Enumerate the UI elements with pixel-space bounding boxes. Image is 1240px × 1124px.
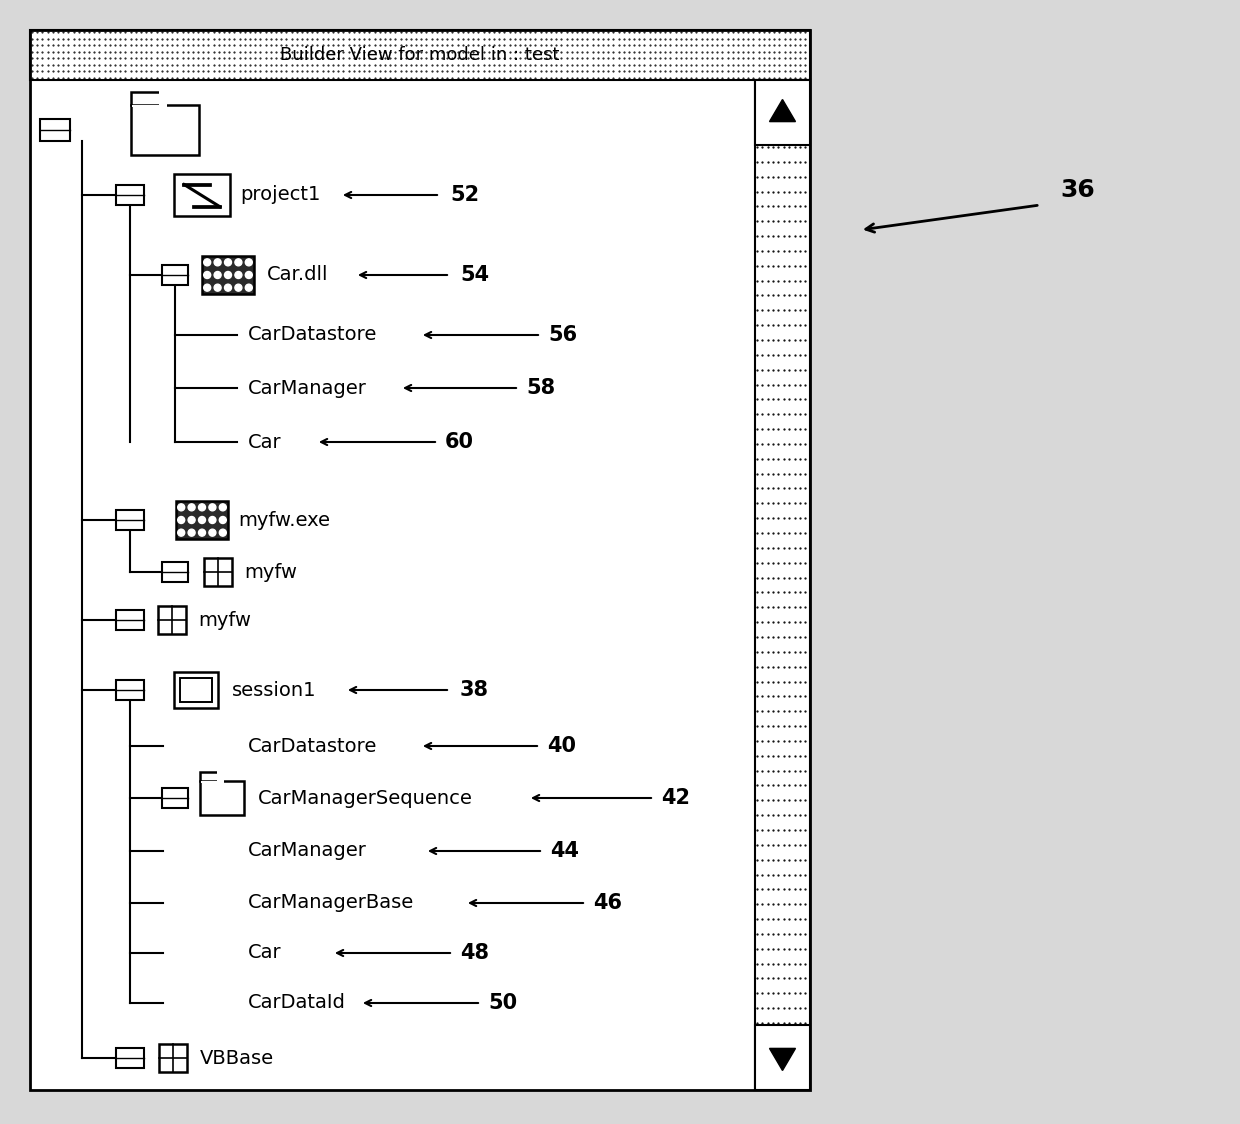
Circle shape: [188, 529, 195, 536]
Text: 54: 54: [460, 265, 489, 285]
Bar: [30, 30, 810, 1090]
Bar: [217, 771, 223, 783]
Bar: [755, 80, 810, 1090]
Bar: [159, 91, 166, 107]
Text: 44: 44: [551, 841, 579, 861]
Text: CarDataId: CarDataId: [248, 994, 346, 1013]
Circle shape: [203, 284, 211, 291]
Circle shape: [198, 517, 206, 524]
Circle shape: [224, 259, 232, 266]
Text: Car: Car: [248, 943, 281, 962]
Text: 58: 58: [526, 378, 556, 398]
Bar: [30, 30, 810, 80]
Bar: [117, 185, 144, 205]
Circle shape: [177, 517, 185, 524]
Circle shape: [246, 284, 252, 291]
Circle shape: [203, 259, 211, 266]
Circle shape: [208, 517, 216, 524]
Bar: [201, 781, 217, 783]
Bar: [200, 781, 244, 815]
Circle shape: [177, 529, 185, 536]
Circle shape: [234, 259, 242, 266]
Circle shape: [215, 284, 221, 291]
Polygon shape: [770, 100, 796, 121]
Text: VBBase: VBBase: [200, 1049, 274, 1068]
Circle shape: [198, 529, 206, 536]
Text: 48: 48: [460, 943, 489, 963]
Text: myfw: myfw: [198, 610, 250, 629]
Text: CarManagerSequence: CarManagerSequence: [258, 789, 472, 807]
Text: 36: 36: [1060, 178, 1095, 202]
Text: 56: 56: [548, 325, 577, 345]
Text: session1: session1: [232, 680, 316, 699]
Circle shape: [246, 272, 252, 279]
Polygon shape: [770, 1049, 796, 1070]
Bar: [174, 672, 218, 708]
Text: Builder View for model in : test: Builder View for model in : test: [280, 46, 559, 64]
Circle shape: [224, 284, 232, 291]
Circle shape: [198, 504, 206, 510]
Circle shape: [234, 284, 242, 291]
Circle shape: [215, 259, 221, 266]
Bar: [202, 256, 254, 294]
Text: myfw.exe: myfw.exe: [238, 510, 330, 529]
Bar: [755, 80, 810, 145]
Text: 38: 38: [460, 680, 489, 700]
Bar: [174, 174, 229, 216]
Circle shape: [234, 272, 242, 279]
Bar: [162, 265, 188, 285]
Text: CarManager: CarManager: [248, 379, 367, 398]
Circle shape: [188, 504, 195, 510]
Bar: [157, 606, 186, 634]
Text: CarManagerBase: CarManagerBase: [248, 894, 414, 913]
Text: Car.dll: Car.dll: [267, 265, 329, 284]
Bar: [180, 678, 212, 702]
Text: 60: 60: [445, 432, 474, 452]
Bar: [755, 1025, 810, 1090]
Circle shape: [177, 504, 185, 510]
Text: project1: project1: [241, 185, 320, 205]
Bar: [117, 680, 144, 700]
Bar: [131, 92, 160, 105]
Circle shape: [219, 504, 226, 510]
Circle shape: [224, 272, 232, 279]
Text: 50: 50: [489, 992, 517, 1013]
Text: 42: 42: [661, 788, 689, 808]
Bar: [117, 1048, 144, 1068]
Circle shape: [188, 517, 195, 524]
Text: myfw: myfw: [244, 562, 298, 581]
Circle shape: [208, 504, 216, 510]
Bar: [162, 788, 188, 808]
Bar: [131, 105, 160, 107]
Text: 40: 40: [547, 736, 577, 756]
Bar: [205, 558, 232, 586]
Bar: [117, 510, 144, 531]
Bar: [117, 610, 144, 629]
Circle shape: [208, 529, 216, 536]
Circle shape: [246, 259, 252, 266]
Text: 52: 52: [450, 185, 479, 205]
Bar: [159, 1044, 187, 1072]
Text: CarDatastore: CarDatastore: [248, 736, 377, 755]
Text: 46: 46: [593, 892, 622, 913]
Text: Car: Car: [248, 433, 281, 452]
Bar: [176, 501, 228, 540]
Text: CarDatastore: CarDatastore: [248, 326, 377, 344]
Circle shape: [219, 517, 226, 524]
Text: CarManager: CarManager: [248, 842, 367, 861]
Bar: [131, 105, 198, 155]
Circle shape: [215, 272, 221, 279]
Bar: [40, 119, 69, 140]
Circle shape: [219, 529, 226, 536]
Bar: [200, 772, 217, 781]
Bar: [162, 562, 188, 582]
Circle shape: [203, 272, 211, 279]
